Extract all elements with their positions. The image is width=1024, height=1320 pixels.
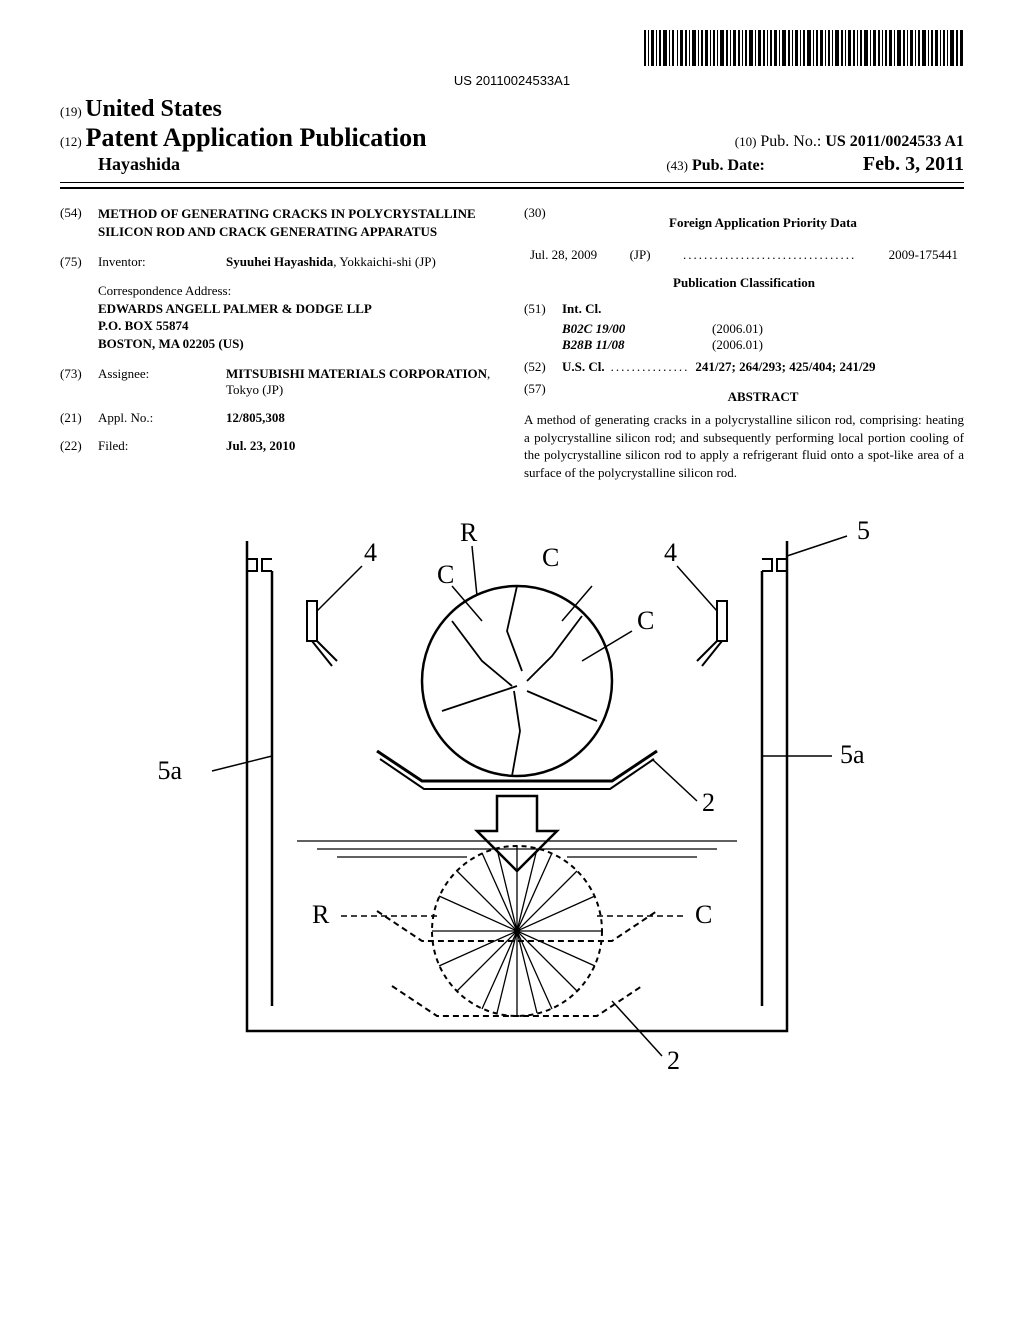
filed-inid: (22) [60, 438, 98, 454]
figure-svg: 5 5a 5a 4 4 2 2 R R C C C C [142, 511, 882, 1071]
abstract-heading: ABSTRACT [562, 389, 964, 405]
appl-inid: (21) [60, 410, 98, 426]
barcode-section: US 20110024533A1 [60, 30, 964, 88]
appl-label: Appl. No.: [98, 410, 226, 426]
intcl-inid: (51) [524, 301, 562, 317]
inventor-name: Syuuhei Hayashida [226, 254, 333, 269]
corr-line3: BOSTON, MA 02205 (US) [98, 335, 500, 353]
pub-type-inid: (12) [60, 134, 82, 149]
abstract-inid: (57) [524, 381, 562, 411]
assignee-label: Assignee: [98, 366, 226, 398]
dots: ............... [611, 359, 690, 375]
pub-date-inid: (43) [666, 158, 688, 173]
foreign-country: (JP) [630, 247, 651, 263]
biblio-columns: (54) METHOD OF GENERATING CRACKS IN POLY… [60, 205, 964, 481]
assignee-name: MITSUBISHI MATERIALS CORPORATION [226, 366, 487, 381]
foreign-no: 2009-175441 [889, 247, 958, 263]
intcl-2-ver: (2006.01) [712, 337, 763, 353]
left-column: (54) METHOD OF GENERATING CRACKS IN POLY… [60, 205, 500, 481]
filed-label: Filed: [98, 438, 226, 454]
appl-no: 12/805,308 [226, 410, 285, 426]
fig-label-5a-left: 5a [157, 756, 182, 785]
country-inid: (19) [60, 104, 82, 119]
uscl-values: 241/27; 264/293; 425/404; 241/29 [695, 359, 875, 375]
fig-label-4-left: 4 [364, 538, 377, 567]
title-inid: (54) [60, 205, 98, 240]
inventor-label: Inventor: [98, 254, 226, 270]
intcl-1-ver: (2006.01) [712, 321, 763, 337]
fig-label-C-4: C [695, 900, 712, 929]
document-header: (19) United States (12) Patent Applicati… [60, 96, 964, 176]
filed-date: Jul. 23, 2010 [226, 438, 295, 454]
abstract-text: A method of generating cracks in a polyc… [524, 411, 964, 481]
pub-no-inid: (10) [735, 134, 757, 149]
assignee-inid: (73) [60, 366, 98, 398]
barcode-image [644, 30, 964, 66]
author-surname: Hayashida [60, 154, 180, 175]
corr-line2: P.O. BOX 55874 [98, 317, 500, 335]
foreign-date: Jul. 28, 2009 [530, 247, 597, 263]
fig-label-4-right: 4 [664, 538, 677, 567]
country-name: United States [85, 96, 222, 122]
foreign-inid: (30) [524, 205, 562, 241]
fig-label-C-3: C [637, 606, 654, 635]
fig-label-C-2: C [542, 543, 559, 572]
fig-label-5a: 5a [840, 740, 865, 769]
pub-date-label: Pub. Date: [692, 157, 765, 174]
foreign-heading: Foreign Application Priority Data [562, 215, 964, 231]
pub-no-label: Pub. No.: [760, 133, 821, 150]
pub-type: Patent Application Publication [86, 123, 427, 152]
fig-label-2-lower: 2 [667, 1046, 680, 1071]
uscl-inid: (52) [524, 359, 562, 375]
fig-label-5: 5 [857, 516, 870, 545]
figure: 5 5a 5a 4 4 2 2 R R C C C C [60, 511, 964, 1076]
corr-label: Correspondence Address: [98, 282, 500, 300]
fig-label-2-upper: 2 [702, 788, 715, 817]
intcl-1-code: B02C 19/00 [562, 321, 672, 337]
dots: ................................. [683, 247, 856, 263]
uscl-label: U.S. Cl. [562, 359, 605, 375]
inventor-location: , Yokkaichi-shi (JP) [333, 254, 436, 269]
fig-label-R-upper: R [460, 518, 478, 547]
fig-label-C-1: C [437, 560, 454, 589]
intcl-2-code: B28B 11/08 [562, 337, 672, 353]
barcode-text: US 20110024533A1 [60, 73, 964, 88]
divider-thick [60, 187, 964, 189]
intcl-label: Int. Cl. [562, 301, 601, 317]
inventor-inid: (75) [60, 254, 98, 270]
fig-label-R-lower: R [312, 900, 330, 929]
right-column: (30) Foreign Application Priority Data J… [524, 205, 964, 481]
corr-line1: EDWARDS ANGELL PALMER & DODGE LLP [98, 300, 500, 318]
invention-title: METHOD OF GENERATING CRACKS IN POLYCRYST… [98, 205, 500, 240]
pub-date: Feb. 3, 2011 [863, 153, 964, 175]
pub-no: US 2011/0024533 A1 [825, 133, 964, 150]
pub-class-heading: Publication Classification [524, 275, 964, 291]
divider [60, 182, 964, 183]
